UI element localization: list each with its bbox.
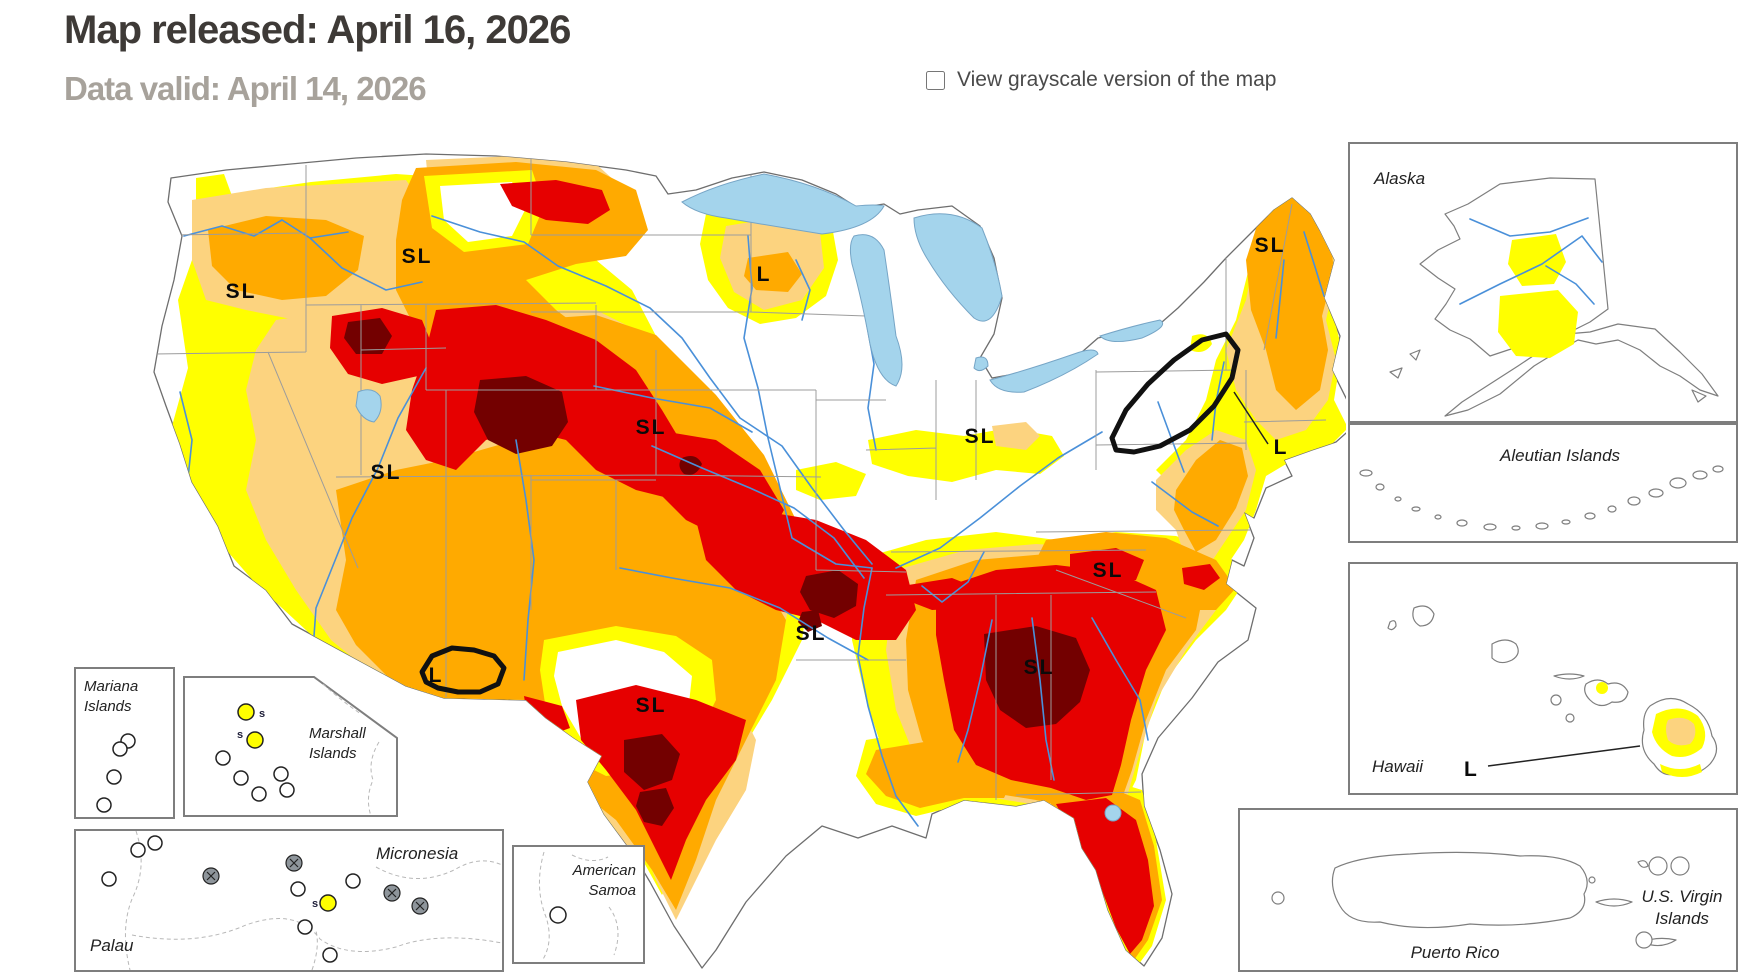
alaska-label: Alaska xyxy=(1373,169,1425,188)
mariana-label-line2: Islands xyxy=(84,698,132,715)
mariana-label-line1: Mariana xyxy=(84,678,138,695)
american-samoa-label-line2: Samoa xyxy=(588,882,636,899)
station-marker-no-data xyxy=(285,854,303,872)
aleutian-islands-shapes xyxy=(1359,465,1724,531)
station-marker xyxy=(297,919,313,935)
station-marker xyxy=(322,947,338,963)
short-term-marker: s xyxy=(312,898,318,910)
station-marker-no-data xyxy=(411,897,429,915)
inset-alaska: Alaska xyxy=(1348,142,1738,423)
mt-white-core xyxy=(440,182,526,242)
station-marker xyxy=(549,906,567,924)
puerto-rico-outline xyxy=(1331,851,1588,929)
station-marker xyxy=(273,766,289,782)
drought-impact-label: SL xyxy=(226,280,257,303)
station-marker xyxy=(233,770,249,786)
hawaii-label-leader-line xyxy=(1487,745,1641,767)
station-marker xyxy=(112,741,128,757)
page-subtitle: Data valid: April 14, 2026 xyxy=(64,70,427,107)
station-marker xyxy=(101,871,117,887)
drought-impact-label: SL xyxy=(371,461,402,484)
drought-impact-label: SL xyxy=(636,694,667,717)
northeast-label-leader-line xyxy=(1233,391,1269,445)
station-marker xyxy=(279,782,295,798)
drought-layer-d4 xyxy=(344,318,1090,826)
grayscale-checkbox-label: View grayscale version of the map xyxy=(957,68,1277,91)
great-salt-lake xyxy=(355,389,382,423)
puerto-rico-label: Puerto Rico xyxy=(1411,943,1500,962)
page-title: Map released: April 16, 2026 xyxy=(64,8,571,52)
short-term-marker: s xyxy=(237,729,243,741)
drought-impact-label: SL xyxy=(965,425,996,448)
station-marker xyxy=(96,797,112,813)
inset-micronesia-palau: s Micronesia Palau xyxy=(74,829,504,972)
drought-impact-label: L xyxy=(1274,436,1289,459)
station-marker-drought xyxy=(246,731,264,749)
impact-outline-northeast xyxy=(1109,331,1241,455)
short-term-marker: s xyxy=(259,708,265,720)
marshall-label-line2: Islands xyxy=(309,745,357,762)
station-marker xyxy=(106,769,122,785)
usvi-label-line2: Islands xyxy=(1655,909,1709,928)
drought-impact-label: SL xyxy=(402,245,433,268)
hawaii-label: Hawaii xyxy=(1372,757,1424,776)
american-samoa-label-line1: American xyxy=(572,862,636,879)
state-borders xyxy=(154,154,1327,800)
usvi-label-line1: U.S. Virgin xyxy=(1642,887,1723,906)
inset-hawaii: Hawaii L xyxy=(1348,562,1738,795)
station-marker xyxy=(130,842,146,858)
drought-map-conus: SL SL L SL SL SL SL L SL SL SL SL L xyxy=(153,153,1346,969)
inset-puerto-rico: Puerto Rico U.S. Virgin Islands xyxy=(1238,808,1738,972)
micronesia-label: Micronesia xyxy=(376,844,458,863)
station-marker xyxy=(290,881,306,897)
grayscale-checkbox[interactable] xyxy=(926,70,945,90)
hawaii-impact-label: L xyxy=(1464,758,1477,781)
palau-label: Palau xyxy=(90,936,134,955)
drought-impact-label: SL xyxy=(796,622,827,645)
station-marker xyxy=(147,835,163,851)
rivers xyxy=(179,215,1325,827)
drought-impact-label: SL xyxy=(1093,559,1124,582)
inset-marshall-islands: s s Marshall Islands xyxy=(183,676,398,817)
grayscale-toggle-row: View grayscale version of the map xyxy=(926,68,1276,92)
station-marker-no-data xyxy=(202,867,220,885)
station-marker xyxy=(215,750,231,766)
drought-impact-label: SL xyxy=(636,416,667,439)
inset-american-samoa: American Samoa xyxy=(512,845,645,964)
aleutian-islands-label: Aleutian Islands xyxy=(1499,446,1621,465)
drought-impact-label: SL xyxy=(1024,656,1055,679)
lake-okeechobee xyxy=(1104,804,1122,822)
impact-outline-southwest xyxy=(419,645,507,695)
station-marker xyxy=(251,786,267,802)
impact-labels: SL SL L SL SL SL SL L SL SL SL SL L xyxy=(226,234,1289,717)
inset-mariana-islands: Mariana Islands xyxy=(74,667,175,819)
inset-aleutian-islands: Aleutian Islands xyxy=(1348,423,1738,543)
station-marker-drought xyxy=(319,894,337,912)
station-marker-drought xyxy=(237,703,255,721)
great-lakes xyxy=(355,173,1164,822)
drought-impact-label: L xyxy=(757,263,772,286)
station-marker xyxy=(345,873,361,889)
marshall-label-line1: Marshall xyxy=(309,725,366,742)
drought-impact-label: L xyxy=(429,664,444,687)
maui-d0-spot xyxy=(1596,682,1608,694)
drought-impact-label: SL xyxy=(1255,234,1286,257)
station-marker-no-data xyxy=(383,884,401,902)
